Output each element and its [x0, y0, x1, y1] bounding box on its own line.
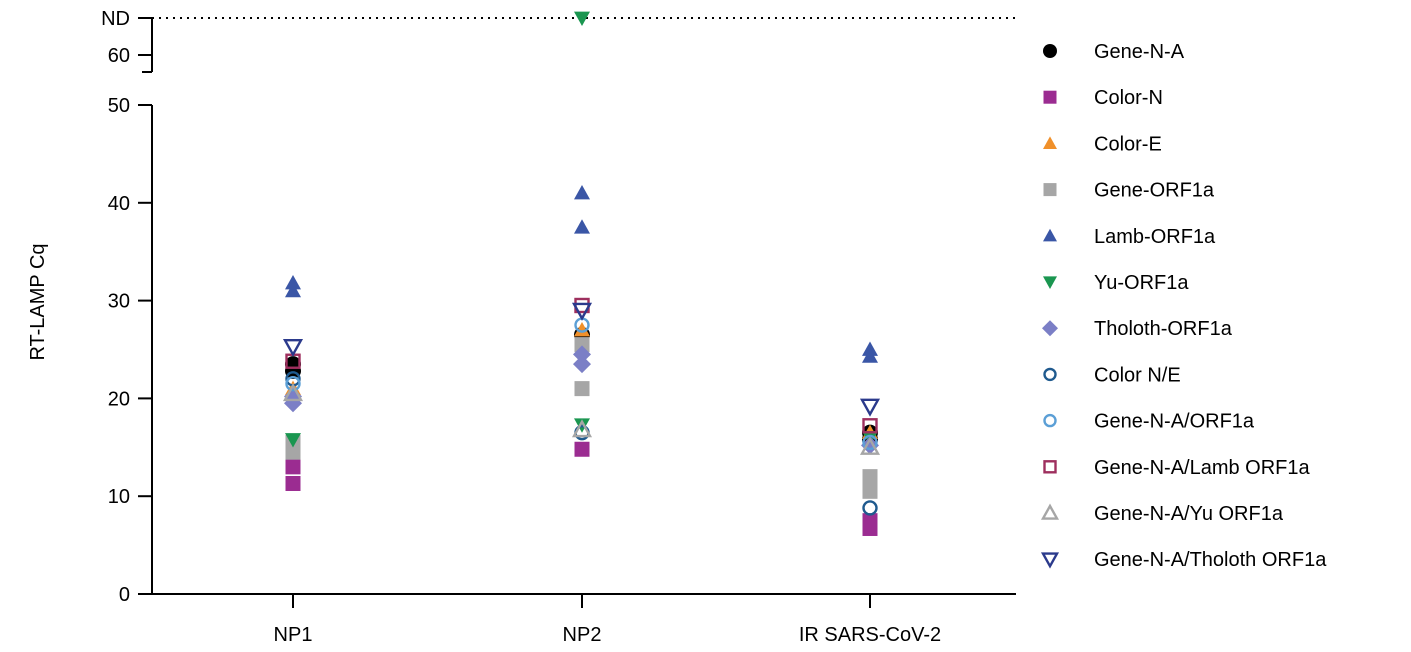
legend-label-color-n: Color-N: [1094, 87, 1163, 109]
data-point-tholoth-orf1a: [573, 345, 591, 364]
y-tick-label: 0: [119, 584, 130, 606]
data-point-gene-n-a-orf1a: [285, 376, 301, 392]
legend-label-gene-n-a-tholoth-orf1a: Gene-N-A/Tholoth ORF1a: [1094, 549, 1327, 571]
data-point-gene-orf1a: [574, 337, 590, 353]
legend-marker-color-n-e: [1043, 367, 1057, 382]
legend-label-gene-n-a-lamb-orf1a: Gene-N-A/Lamb ORF1a: [1094, 457, 1311, 479]
data-point-gene-n-a-tholoth-orf1a: [571, 302, 593, 321]
data-point-lamb-orf1a: [574, 185, 590, 200]
legend-marker-gene-n-a-tholoth-orf1a: [1040, 552, 1060, 569]
x-tick-label: NP2: [563, 624, 602, 646]
legend-label-gene-n-a-orf1a: Gene-N-A/ORF1a: [1094, 411, 1255, 433]
data-point-gene-orf1a: [862, 469, 878, 485]
data-point-gene-n-a-tholoth-orf1a: [282, 338, 304, 358]
y-tick-label: 30: [108, 291, 130, 313]
data-point-color-n: [574, 441, 590, 457]
data-point-yu-orf1a: [285, 433, 301, 448]
legend-label-lamb-orf1a: Lamb-ORF1a: [1094, 226, 1216, 248]
data-point-lamb-orf1a: [574, 219, 590, 234]
legend-marker-gene-n-a-orf1a: [1043, 413, 1057, 428]
data-point-color-n: [862, 513, 878, 529]
y-tick-label: 20: [108, 388, 130, 410]
y-tick-label: 40: [108, 193, 130, 215]
data-point-lamb-orf1a: [285, 274, 301, 290]
data-point-tholoth-orf1a: [573, 355, 591, 374]
legend-label-gene-orf1a: Gene-ORF1a: [1094, 180, 1215, 202]
data-point-color-n: [285, 475, 301, 491]
data-point-gene-orf1a: [574, 381, 590, 397]
legend-marker-color-n: [1043, 90, 1057, 104]
legend-marker-lamb-orf1a: [1043, 228, 1057, 242]
data-point-color-n-e: [862, 500, 878, 516]
data-point-gene-orf1a: [862, 483, 878, 499]
legend-marker-gene-n-a-lamb-orf1a: [1043, 460, 1057, 474]
data-point-gene-n-a-orf1a: [862, 434, 878, 451]
data-point-gene-n-a-yu-orf1a: [282, 383, 304, 402]
legend-marker-gene-orf1a: [1043, 183, 1057, 197]
data-point-color-e: [574, 321, 590, 337]
data-point-gene-n-a-yu-orf1a: [859, 436, 881, 455]
legend-marker-gene-n-a: [1043, 44, 1057, 58]
legend-marker-gene-n-a-yu-orf1a: [1040, 503, 1060, 520]
y-tick-label: 50: [108, 95, 130, 117]
legend-marker-tholoth-orf1a: [1042, 320, 1058, 337]
data-point-color-n: [285, 459, 301, 475]
legend: Gene-N-A Color-N Color-E Gene-ORF1a Lamb-ORF…: [1040, 41, 1327, 571]
legend-marker-yu-orf1a: [1043, 276, 1057, 289]
y-axis-title: RT-LAMP Cq: [27, 243, 49, 360]
y-tick-label: ND: [101, 8, 130, 30]
data-point-yu-orf1a: [574, 11, 590, 26]
data-marks: [282, 11, 881, 536]
data-point-gene-n-a-yu-orf1a: [571, 419, 593, 438]
legend-label-color-n-e: Color N/E: [1094, 364, 1181, 386]
y-tick-label: 10: [108, 486, 130, 508]
x-tick-label: NP1: [274, 624, 313, 646]
legend-label-yu-orf1a: Yu-ORF1a: [1094, 272, 1189, 294]
data-point-lamb-orf1a: [862, 348, 878, 363]
data-point-gene-n-a-lamb-orf1a: [862, 418, 878, 434]
legend-label-gene-n-a-yu-orf1a: Gene-N-A/Yu ORF1a: [1094, 503, 1284, 525]
legend-label-color-e: Color-E: [1094, 133, 1162, 155]
axes: 0 10 20 30 40 50 60 ND NP1 NP2 IR SARS-CoV-2: [101, 8, 1016, 646]
data-point-gene-n-a-tholoth-orf1a: [859, 398, 881, 417]
legend-marker-color-e: [1043, 136, 1057, 149]
y-tick-label: 60: [108, 45, 130, 67]
data-point-lamb-orf1a: [285, 282, 301, 298]
legend-label-tholoth-orf1a: Tholoth-ORF1a: [1094, 318, 1233, 340]
x-tick-label: IR SARS-CoV-2: [799, 624, 941, 646]
legend-label-gene-n-a: Gene-N-A: [1094, 41, 1185, 63]
